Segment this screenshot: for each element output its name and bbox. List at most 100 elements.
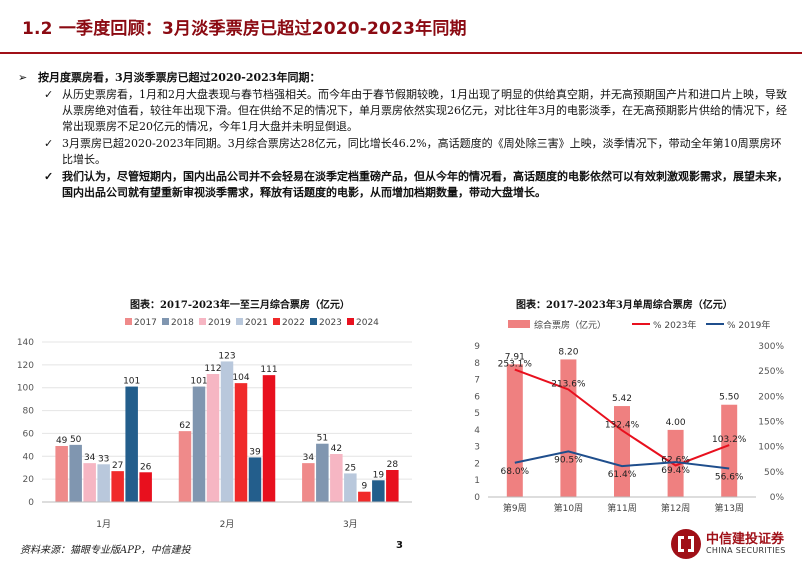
chart1-legend-swatch bbox=[125, 318, 132, 325]
chart1-bar bbox=[372, 480, 385, 502]
logo: 中信建投证券 CHINA SECURITIES bbox=[668, 526, 798, 562]
logo-cn: 中信建投证券 bbox=[706, 532, 785, 547]
chart1-bar bbox=[83, 463, 96, 502]
chart2-ytick-right: 100% bbox=[758, 443, 784, 453]
chart1-bar bbox=[262, 375, 276, 502]
chart2-line-label: 68.0% bbox=[501, 467, 530, 477]
chart2-ytick-left: 1 bbox=[474, 476, 480, 486]
chart1-bar-label: 111 bbox=[260, 365, 277, 375]
chart2-bar bbox=[667, 429, 684, 497]
chart1-bar-label: 28 bbox=[387, 460, 399, 470]
chart1-legend-label: 2019 bbox=[208, 318, 231, 328]
chart2-line-label: 90.5% bbox=[554, 455, 583, 465]
chart1-bar-label: 50 bbox=[70, 435, 82, 445]
chart2-bar-label: 5.50 bbox=[719, 393, 739, 403]
chart2-category-label: 第10周 bbox=[554, 502, 583, 514]
chart1-bar-label: 9 bbox=[361, 482, 367, 492]
chart1-bar-label: 51 bbox=[317, 434, 328, 444]
chart1-bar bbox=[316, 443, 329, 502]
chart1-legend-label: 2023 bbox=[319, 318, 342, 328]
chart1-legend-label: 2018 bbox=[171, 318, 194, 328]
chart1-category-label: 3月 bbox=[343, 519, 358, 530]
chart2-ytick-left: 0 bbox=[474, 493, 480, 503]
chart2-ytick-right: 250% bbox=[758, 367, 784, 377]
chart2-category-label: 第13周 bbox=[714, 502, 743, 514]
chart1-bar-label: 33 bbox=[98, 454, 109, 464]
chart1-bar-label: 123 bbox=[218, 351, 235, 361]
chart1-bar-label: 112 bbox=[204, 364, 221, 374]
chart1-bar bbox=[302, 463, 315, 502]
chart1-bar-label: 27 bbox=[112, 461, 123, 471]
chart1-bar bbox=[344, 473, 357, 502]
chart2-title: 图表：2017-2023年3月单周综合票房（亿元） bbox=[516, 300, 733, 311]
chart1-ytick: 140 bbox=[17, 338, 34, 348]
chart1-bar bbox=[358, 491, 371, 502]
page-number: 3 bbox=[396, 540, 403, 551]
chart1-legend-swatch bbox=[273, 318, 280, 325]
chart1-bar bbox=[234, 383, 248, 502]
bullet-section: 按月度票房看，3月淡季票房已超过2020-2023年同期： ✓从历史票房看，1月… bbox=[18, 70, 788, 201]
chart2-legend-label: 综合票房（亿元） bbox=[534, 319, 606, 331]
chart1-legend-label: 2024 bbox=[356, 318, 379, 328]
chart1-bar-label: 101 bbox=[123, 377, 140, 387]
chart2-bar bbox=[614, 406, 630, 497]
chart1-ytick: 60 bbox=[23, 429, 35, 439]
chart1-bar-label: 34 bbox=[84, 453, 96, 463]
chart2-category-label: 第9周 bbox=[503, 502, 527, 514]
chart1-bar bbox=[178, 431, 192, 502]
chart2-bar-label: 8.20 bbox=[558, 347, 578, 357]
chart1-bar bbox=[69, 444, 82, 502]
chart2-line-label: 132.4% bbox=[605, 420, 640, 430]
chart1-bar bbox=[111, 471, 124, 502]
chart1-legend-swatch bbox=[199, 318, 206, 325]
page-title: 1.2 一季度回顾：3月淡季票房已超过2020-2023年同期 bbox=[22, 19, 467, 39]
chart2-category-label: 第11周 bbox=[607, 502, 636, 514]
chart1-bar bbox=[206, 374, 220, 502]
chart2-category-label: 第12周 bbox=[661, 502, 690, 514]
chart2-ytick-left: 3 bbox=[474, 443, 480, 453]
chart1-bar-label: 49 bbox=[56, 436, 68, 446]
chart1-bar-label: 34 bbox=[303, 453, 315, 463]
chart2-ytick-right: 0% bbox=[770, 493, 785, 503]
chart2-line-label: 56.6% bbox=[715, 473, 744, 483]
source-note: 资料来源：猫眼专业版APP，中信建投 bbox=[20, 545, 191, 556]
chart1-bar bbox=[220, 361, 234, 502]
chart2-line-series bbox=[514, 450, 730, 470]
chart2-ytick-left: 6 bbox=[474, 392, 480, 402]
chart1-ytick: 20 bbox=[23, 475, 35, 485]
chart1-bar-label: 62 bbox=[179, 421, 190, 431]
chart2-legend-label: % 2019年 bbox=[727, 319, 770, 331]
chart2-ytick-left: 4 bbox=[474, 426, 480, 436]
title-divider bbox=[0, 52, 802, 54]
chart1-monthly-box-office: 0 20 40 60 80 100 120 140 2017 2018 2019 2021 2022 20… bbox=[17, 318, 412, 530]
chart1-ytick: 0 bbox=[28, 498, 34, 508]
chart1-legend-label: 2021 bbox=[245, 318, 268, 328]
chart1-bar-label: 42 bbox=[331, 444, 342, 454]
chart2-bar bbox=[560, 359, 577, 497]
chart1-legend-label: 2017 bbox=[134, 318, 157, 328]
chart1-bar-label: 26 bbox=[140, 462, 152, 472]
chart1-bar bbox=[97, 464, 110, 502]
chart2-line-series bbox=[514, 368, 730, 467]
chart1-ytick: 80 bbox=[23, 407, 35, 417]
chart2-line-label: 103.2% bbox=[712, 435, 747, 445]
chart2-ytick-left: 5 bbox=[474, 409, 480, 419]
chart2-legend-swatch bbox=[508, 320, 530, 328]
chart1-bar-label: 25 bbox=[345, 463, 356, 473]
chart2-bar-label: 7.91 bbox=[505, 352, 525, 362]
chart1-category-label: 1月 bbox=[96, 519, 111, 530]
chart2-ytick-right: 150% bbox=[758, 418, 784, 428]
chart1-bar bbox=[192, 386, 206, 502]
chart1-bar-label: 19 bbox=[373, 470, 385, 480]
logo-en: CHINA SECURITIES bbox=[706, 546, 786, 555]
chart1-category-label: 2月 bbox=[220, 519, 235, 530]
chart2-ytick-right: 300% bbox=[758, 342, 784, 352]
chart1-bar-label: 101 bbox=[190, 377, 207, 387]
chart1-ytick: 40 bbox=[23, 452, 35, 462]
main-bullet: 按月度票房看，3月淡季票房已超过2020-2023年同期： bbox=[18, 70, 788, 86]
chart2-ytick-left: 9 bbox=[474, 342, 480, 352]
chart2-line-label: 61.4% bbox=[608, 470, 637, 480]
chart1-legend-swatch bbox=[310, 318, 317, 325]
chart1-ytick: 120 bbox=[17, 361, 34, 371]
chart2-ytick-left: 2 bbox=[474, 459, 480, 469]
